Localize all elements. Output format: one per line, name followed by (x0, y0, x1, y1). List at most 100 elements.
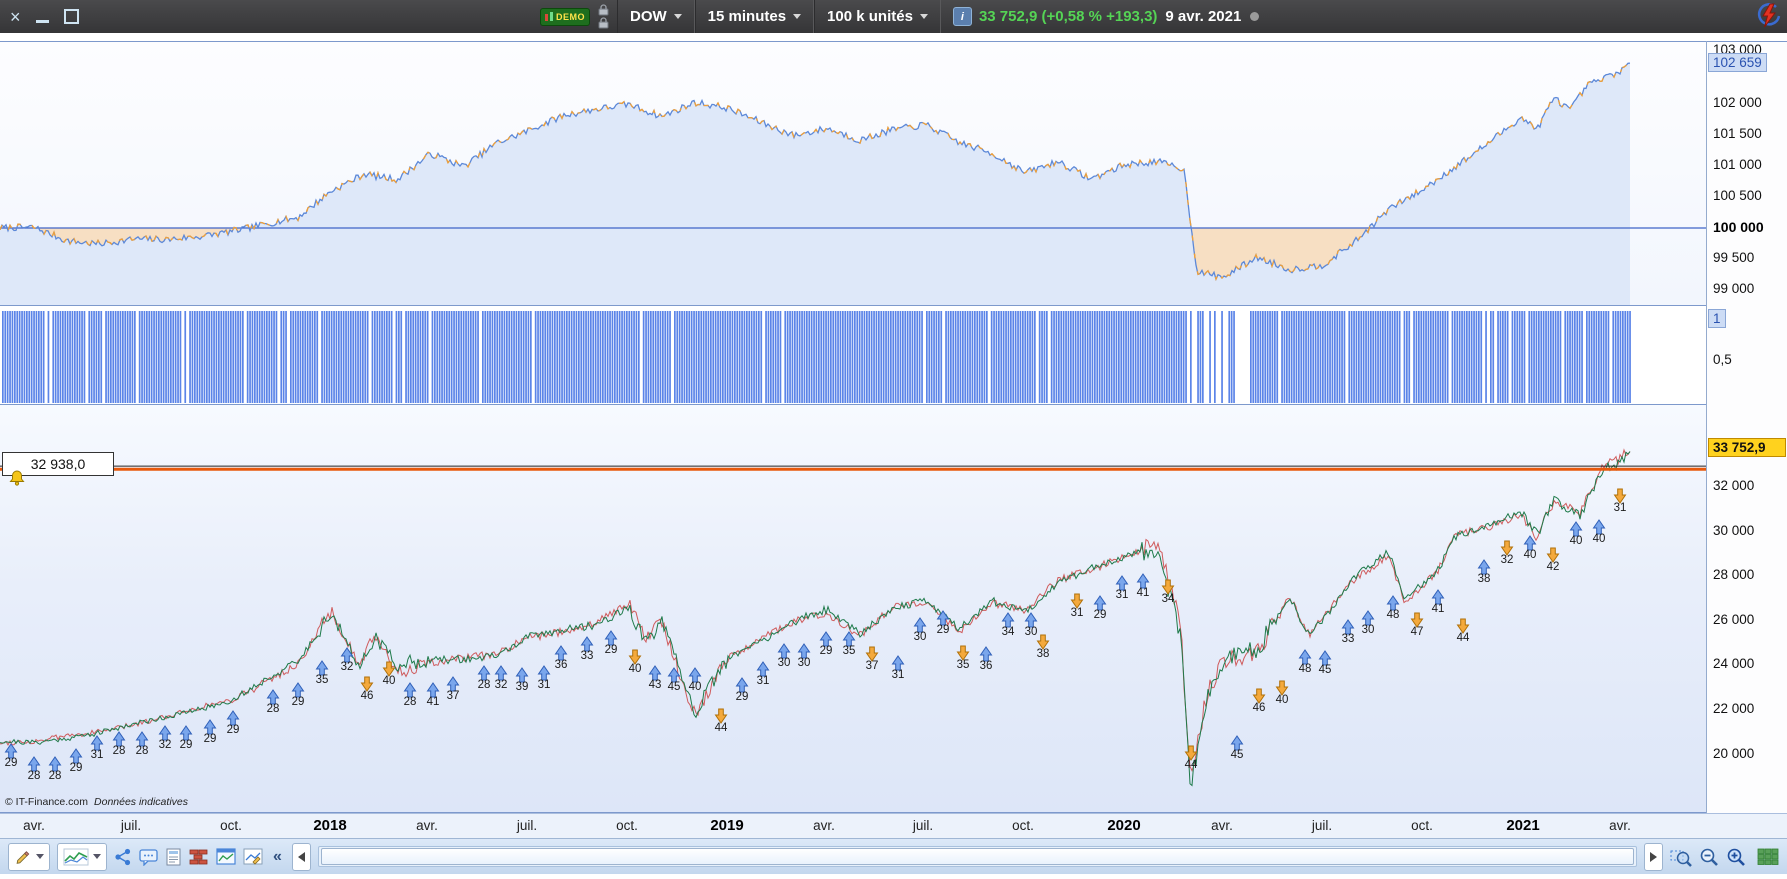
chart-window-button[interactable] (216, 844, 236, 870)
equity-curve-chart (0, 62, 1706, 305)
time-axis-month-label: avr. (416, 818, 438, 833)
demo-badge: DEMO (540, 7, 590, 26)
panel-divider[interactable] (0, 404, 1787, 405)
time-scrollbar[interactable] (317, 846, 1637, 867)
status-dot (1250, 12, 1260, 21)
svg-text:48: 48 (1387, 609, 1400, 621)
timeframe-label: 15 minutes (707, 8, 787, 25)
svg-text:39: 39 (516, 681, 529, 693)
titlebar-controls: DEMO DOW 15 minutes 100 k unités i 33 75… (540, 0, 1260, 33)
chevron-down-icon (919, 14, 928, 19)
svg-text:28: 28 (136, 745, 149, 757)
chart-edit-icon (243, 848, 263, 865)
maximize-icon[interactable] (63, 9, 79, 24)
svg-text:32: 32 (1501, 554, 1514, 566)
time-axis[interactable]: avr. juil. oct. 2018 avr. juil. oct. 2019 avr. ju… (0, 813, 1787, 839)
axis-label: 101 000 (1713, 157, 1762, 172)
zoom-in-icon (1727, 848, 1745, 866)
svg-text:45: 45 (668, 681, 681, 693)
symbol-label: DOW (630, 8, 667, 25)
time-axis-month-label: juil. (516, 818, 538, 833)
timeframe-dropdown[interactable]: 15 minutes (694, 0, 815, 33)
grid-icon (1757, 848, 1779, 865)
lock-buttons (598, 4, 609, 29)
svg-text:40: 40 (689, 681, 702, 693)
zoom-out-icon (1700, 848, 1718, 866)
svg-text:37: 37 (866, 660, 879, 672)
signal-chart-panel[interactable] (0, 306, 1706, 404)
lock-icon[interactable] (598, 4, 609, 16)
svg-text:48: 48 (1299, 663, 1312, 675)
svg-text:29: 29 (5, 757, 18, 769)
collapse-button[interactable]: « (273, 847, 282, 865)
axis-label: 20 000 (1713, 745, 1755, 761)
price-tag: 1 (1708, 309, 1726, 328)
svg-text:36: 36 (980, 660, 993, 672)
units-dropdown[interactable]: 100 k unités (814, 0, 941, 33)
svg-text:32: 32 (341, 661, 354, 673)
svg-text:35: 35 (843, 645, 856, 657)
svg-text:41: 41 (427, 696, 440, 708)
panel-divider[interactable] (0, 305, 1787, 306)
time-axis-year-label: 2019 (710, 817, 744, 834)
time-axis-month-label: avr. (1609, 818, 1631, 833)
svg-text:31: 31 (1071, 607, 1084, 619)
bricks-icon (189, 849, 208, 864)
svg-text:42: 42 (1547, 561, 1560, 573)
info-icon[interactable]: i (952, 7, 972, 26)
svg-text:28: 28 (49, 770, 62, 782)
close-icon[interactable]: × (10, 6, 21, 27)
chat-button[interactable] (139, 844, 159, 870)
svg-text:43: 43 (649, 679, 662, 691)
svg-text:29: 29 (736, 691, 749, 703)
chart-edit-button[interactable] (243, 844, 263, 870)
zoom-out-button[interactable] (1699, 844, 1719, 870)
svg-text:33: 33 (581, 650, 594, 662)
price-chart-panel[interactable]: 29 28 28 29 31 28 28 32 29 29 29 28 29 35 32 46 40 28 41 37… (0, 405, 1706, 812)
alert-bell-icon[interactable] (8, 469, 26, 487)
grid-view-button[interactable] (1757, 844, 1779, 870)
svg-text:45: 45 (1319, 664, 1332, 676)
bricks-button[interactable] (189, 844, 209, 870)
time-axis-month-label: avr. (1211, 818, 1233, 833)
svg-text:40: 40 (629, 663, 642, 675)
svg-text:32: 32 (495, 679, 508, 691)
draw-tools-button[interactable] (8, 842, 50, 871)
equity-chart-panel[interactable] (0, 42, 1706, 305)
svg-text:38: 38 (1037, 648, 1050, 660)
minimize-icon[interactable] (35, 19, 49, 23)
right-arrow-icon (1650, 851, 1657, 862)
panel-divider (0, 41, 1787, 42)
zoom-in-button[interactable] (1726, 844, 1746, 870)
titlebar: × DEMO DOW 15 minutes 100 k unités (0, 0, 1787, 33)
scroll-left-button[interactable] (291, 842, 311, 871)
scrollbar-thumb[interactable] (320, 848, 1634, 865)
chart-type-button[interactable] (57, 842, 107, 871)
share-button[interactable] (114, 844, 132, 870)
price-axis[interactable]: 103 000 102 000 101 500 101 000 100 500 100 0… (1707, 42, 1787, 813)
lock-icon[interactable] (598, 17, 609, 29)
svg-text:33: 33 (1342, 633, 1355, 645)
svg-text:32: 32 (159, 739, 172, 751)
quote-date: 9 avr. 2021 (1165, 8, 1242, 25)
axis-label: 30 000 (1713, 522, 1755, 538)
axis-label: 101 500 (1713, 126, 1762, 141)
scroll-right-button[interactable] (1644, 842, 1663, 871)
svg-text:28: 28 (478, 679, 491, 691)
svg-text:30: 30 (1362, 624, 1375, 636)
axis-label: 99 500 (1713, 250, 1755, 265)
zoom-selection-button[interactable] (1670, 844, 1692, 870)
axis-label: 100 000 (1713, 219, 1764, 235)
copyright-note: © IT-Finance.com Données indicatives (5, 796, 188, 808)
svg-text:38: 38 (1478, 573, 1491, 585)
svg-text:40: 40 (1276, 694, 1289, 706)
axis-label: 32 000 (1713, 478, 1755, 493)
news-button[interactable] (166, 844, 182, 870)
svg-text:29: 29 (292, 696, 305, 708)
symbol-dropdown[interactable]: DOW (617, 0, 695, 33)
app-logo-icon[interactable] (1755, 3, 1781, 34)
chart-toolbar: « (0, 838, 1787, 874)
svg-text:29: 29 (820, 645, 833, 657)
svg-text:40: 40 (1570, 535, 1583, 547)
price-tag: 102 659 (1708, 53, 1767, 73)
